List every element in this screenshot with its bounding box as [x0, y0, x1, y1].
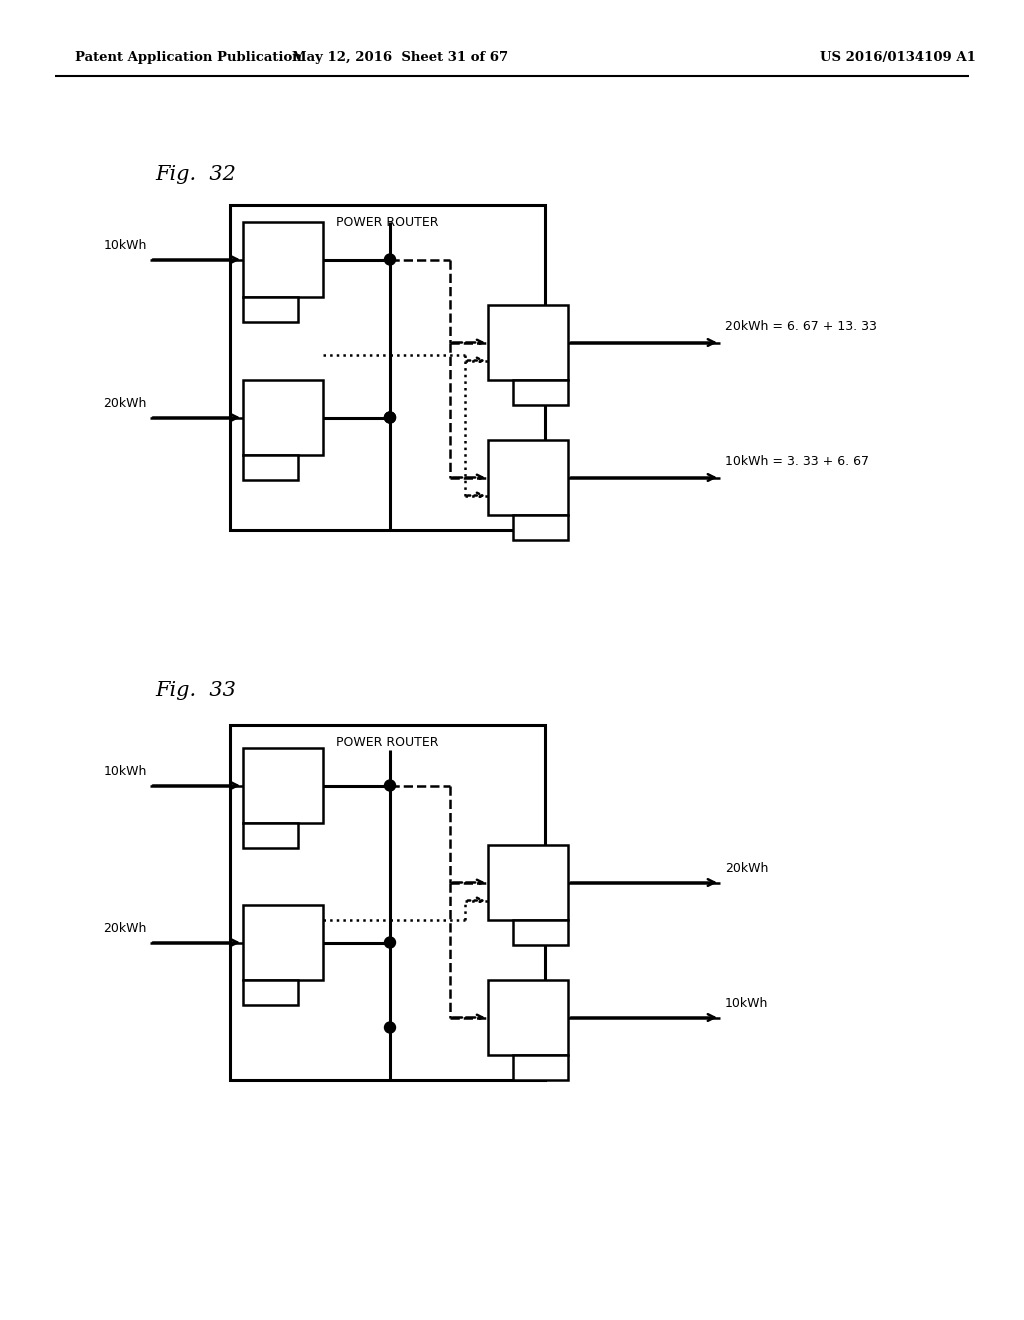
Circle shape	[384, 1022, 395, 1034]
Bar	[513, 1055, 568, 1080]
Text: 10kWh: 10kWh	[103, 239, 147, 252]
Text: 20kWh: 20kWh	[725, 862, 768, 875]
Circle shape	[384, 253, 395, 265]
Bar	[243, 380, 323, 455]
Bar	[243, 906, 323, 979]
Text: US 2016/0134109 A1: US 2016/0134109 A1	[820, 51, 976, 65]
Text: May 12, 2016  Sheet 31 of 67: May 12, 2016 Sheet 31 of 67	[292, 51, 508, 65]
Text: 10kWh: 10kWh	[725, 997, 768, 1010]
Text: 20kWh = 6. 67 + 13. 33: 20kWh = 6. 67 + 13. 33	[725, 319, 877, 333]
Bar	[243, 822, 298, 847]
Text: Patent Application Publication: Patent Application Publication	[75, 51, 302, 65]
Circle shape	[384, 937, 395, 948]
Bar	[243, 979, 298, 1005]
Bar	[488, 845, 568, 920]
Bar	[230, 205, 545, 531]
Bar	[243, 455, 298, 480]
Text: 20kWh: 20kWh	[103, 921, 147, 935]
Text: 10kWh: 10kWh	[103, 766, 147, 777]
Text: 10kWh = 3. 33 + 6. 67: 10kWh = 3. 33 + 6. 67	[725, 455, 869, 469]
Bar	[243, 748, 323, 822]
Text: 20kWh: 20kWh	[103, 397, 147, 411]
Bar	[513, 920, 568, 945]
Bar	[488, 440, 568, 515]
Text: POWER ROUTER: POWER ROUTER	[336, 215, 438, 228]
Circle shape	[384, 412, 395, 422]
Bar	[243, 222, 323, 297]
Bar	[230, 725, 545, 1080]
Bar	[488, 305, 568, 380]
Text: Fig.  32: Fig. 32	[155, 165, 236, 185]
Bar	[513, 515, 568, 540]
Circle shape	[384, 780, 395, 791]
Bar	[488, 979, 568, 1055]
Text: Fig.  33: Fig. 33	[155, 681, 236, 700]
Text: POWER ROUTER: POWER ROUTER	[336, 735, 438, 748]
Bar	[243, 297, 298, 322]
Circle shape	[384, 412, 395, 422]
Bar	[513, 380, 568, 405]
